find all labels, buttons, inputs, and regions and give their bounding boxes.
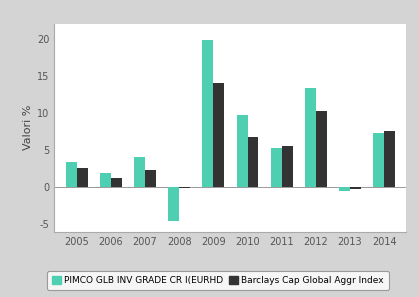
Bar — [66, 162, 77, 187]
Bar — [350, 187, 361, 189]
Bar — [100, 173, 111, 187]
Bar — [237, 115, 248, 187]
Bar — [248, 137, 259, 187]
Bar — [111, 178, 122, 187]
Y-axis label: Valori %: Valori % — [23, 105, 33, 150]
Bar — [134, 157, 145, 187]
Bar — [282, 146, 292, 187]
Bar — [339, 187, 350, 191]
Bar — [145, 170, 156, 187]
Bar — [271, 148, 282, 187]
Bar — [202, 40, 213, 187]
Bar — [316, 111, 327, 187]
Bar — [168, 187, 179, 221]
Legend: PIMCO GLB INV GRADE CR I(EURHD, Barclays Cap Global Aggr Index: PIMCO GLB INV GRADE CR I(EURHD, Barclays… — [47, 271, 388, 290]
Bar — [179, 187, 190, 188]
Bar — [77, 168, 88, 187]
Bar — [373, 133, 384, 187]
Bar — [213, 83, 224, 187]
Bar — [305, 89, 316, 187]
Bar — [384, 132, 395, 187]
